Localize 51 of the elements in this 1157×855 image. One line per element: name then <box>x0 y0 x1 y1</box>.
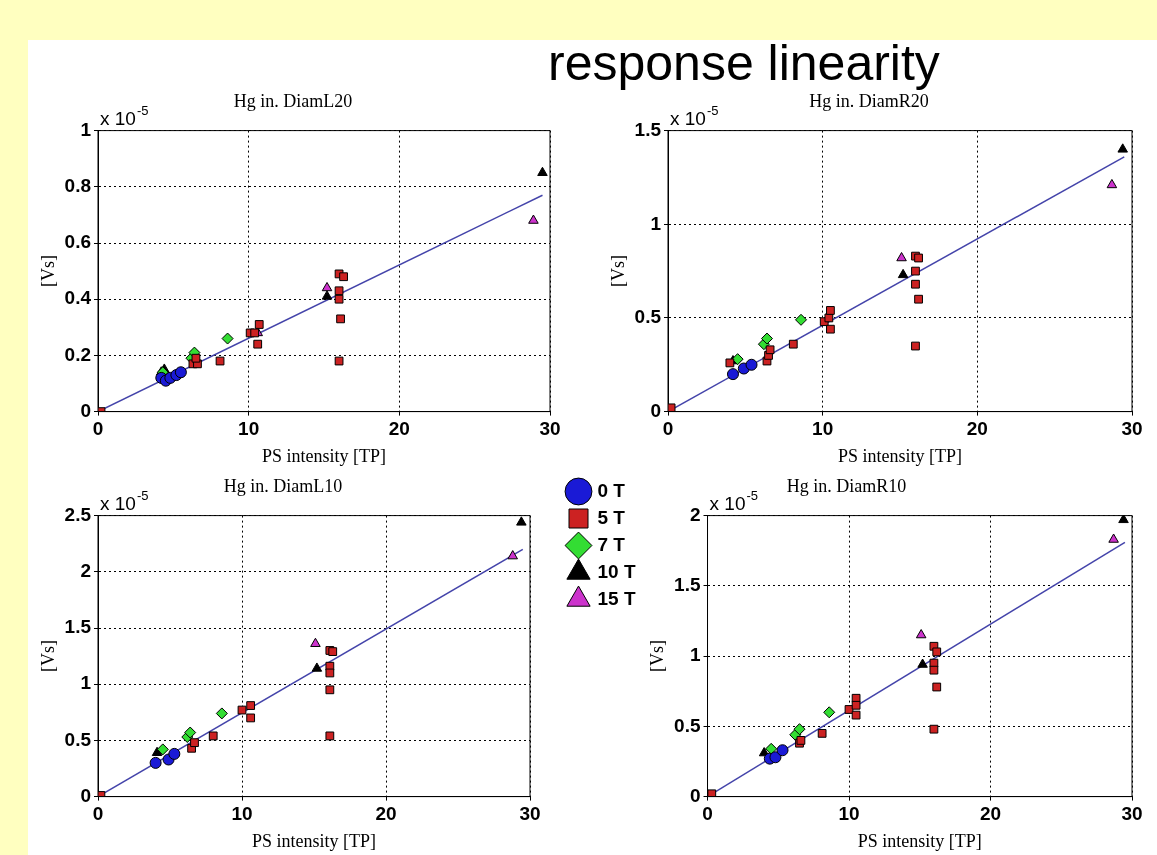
y-tick-label: 1 <box>650 212 662 234</box>
legend-label: 5 T <box>597 506 626 528</box>
y-tick-label: 2 <box>80 560 92 582</box>
y-tick-label: 1.5 <box>634 118 662 140</box>
x-axis-title: PS intensity [TP] <box>838 445 963 466</box>
x-tick-label: 10 <box>231 803 253 825</box>
chart-title: Hg in. DiamR10 <box>786 475 907 496</box>
legend-label: 10 T <box>597 560 636 582</box>
x-tick-label: 20 <box>388 418 410 440</box>
x-tick-label: 10 <box>238 418 260 440</box>
y-tick-label: 0.6 <box>64 231 92 253</box>
y-tick-label: 1.5 <box>674 574 701 596</box>
y-tick-label: 2 <box>689 503 701 525</box>
y-axis-title: [Vs] <box>37 640 58 673</box>
legend-label: 0 T <box>597 479 626 501</box>
chart-title: Hg in. DiamL10 <box>223 475 343 496</box>
x-axis-title: PS intensity [TP] <box>857 830 982 851</box>
y-tick-label: 0.8 <box>64 175 92 197</box>
x-tick-label: 10 <box>812 418 834 440</box>
x-tick-label: 10 <box>838 803 860 825</box>
y-tick-label: 0 <box>80 399 92 421</box>
legend-label: 7 T <box>597 533 626 555</box>
y-axis-title: [Vs] <box>37 255 58 288</box>
x-axis-title: PS intensity [TP] <box>262 445 387 466</box>
y-axis-title: [Vs] <box>647 640 668 673</box>
y-tick-label: 2.5 <box>64 503 92 525</box>
y-tick-label: 0.5 <box>674 714 701 736</box>
x-tick-label: 30 <box>1121 418 1143 440</box>
x-tick-label: 20 <box>966 418 988 440</box>
y-tick-label: 0 <box>689 784 701 806</box>
y-tick-label: 0 <box>80 784 92 806</box>
chart-title: Hg in. DiamL20 <box>233 90 353 111</box>
y-tick-label: 0.5 <box>64 728 92 750</box>
y-tick-label: 1 <box>80 118 92 140</box>
x-tick-label: 20 <box>979 803 1002 825</box>
y-tick-label: 0.5 <box>634 306 662 328</box>
legend-label: 15 T <box>597 587 636 609</box>
x-tick-label: 30 <box>539 418 561 440</box>
y-tick-label: 1 <box>689 644 701 666</box>
y-axis-title: [Vs] <box>607 255 628 288</box>
y-tick-label: 0.4 <box>64 287 92 309</box>
y-tick-label: 0 <box>650 399 662 421</box>
y-tick-label: 1.5 <box>64 616 92 638</box>
x-axis-title: PS intensity [TP] <box>252 830 377 851</box>
x-tick-label: 30 <box>519 803 541 825</box>
y-tick-label: 1 <box>80 672 92 694</box>
text: response linearity <box>548 35 940 91</box>
chart-title: Hg in. DiamR20 <box>809 90 929 111</box>
x-tick-label: 20 <box>375 803 397 825</box>
x-tick-label: 30 <box>1121 803 1143 825</box>
y-tick-label: 0.2 <box>64 343 92 365</box>
